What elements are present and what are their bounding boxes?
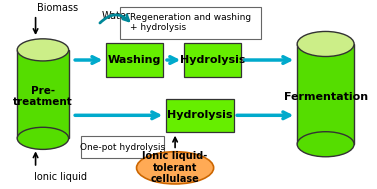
FancyBboxPatch shape: [166, 99, 234, 132]
Text: Biomass: Biomass: [37, 3, 78, 13]
Text: One-pot hydrolysis: One-pot hydrolysis: [80, 143, 166, 152]
Text: Water: Water: [102, 11, 131, 21]
FancyBboxPatch shape: [17, 50, 69, 138]
Text: Pre-
treatment: Pre- treatment: [13, 85, 73, 107]
Text: Hydrolysis: Hydrolysis: [167, 110, 233, 120]
Text: Regeneration and washing
+ hydrolysis: Regeneration and washing + hydrolysis: [130, 13, 251, 32]
Ellipse shape: [17, 127, 69, 149]
Ellipse shape: [297, 31, 354, 57]
Text: Ionic liquid: Ionic liquid: [34, 171, 87, 181]
Ellipse shape: [297, 132, 354, 157]
Ellipse shape: [136, 152, 214, 184]
FancyBboxPatch shape: [297, 44, 354, 144]
Ellipse shape: [17, 39, 69, 61]
Text: Hydrolysis: Hydrolysis: [180, 55, 246, 65]
Text: Ionic liquid-
tolerant
cellulase: Ionic liquid- tolerant cellulase: [143, 151, 208, 184]
FancyBboxPatch shape: [120, 7, 261, 39]
Text: Washing: Washing: [108, 55, 161, 65]
FancyBboxPatch shape: [81, 136, 164, 158]
Text: Fermentation: Fermentation: [284, 92, 368, 102]
FancyBboxPatch shape: [184, 43, 241, 77]
FancyBboxPatch shape: [106, 43, 163, 77]
